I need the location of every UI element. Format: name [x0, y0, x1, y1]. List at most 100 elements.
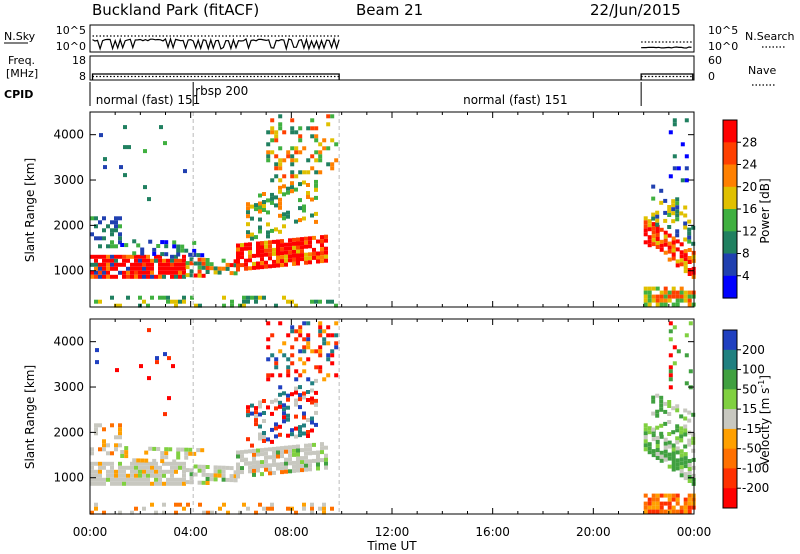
power-cell: [687, 268, 692, 272]
velocity-cell: [221, 477, 226, 482]
power-cell: [278, 229, 282, 234]
power-cell: [278, 162, 283, 167]
velocity-cell: [643, 505, 648, 510]
power-cell: [296, 245, 300, 250]
power-cell: [132, 251, 137, 256]
power-cell: [260, 253, 264, 258]
velocity-cell: [229, 478, 234, 483]
velocity-cell: [306, 377, 311, 382]
power-cell: [114, 216, 118, 221]
velocity-cell: [643, 447, 648, 452]
velocity-cell: [254, 406, 258, 411]
velocity-cell: [130, 461, 134, 466]
power-cell: [166, 266, 170, 271]
velocity-cell: [302, 391, 306, 396]
power-cell: [306, 183, 310, 187]
velocity-cell: [192, 451, 197, 456]
velocity-cell: [167, 396, 171, 401]
power-cell: [659, 243, 664, 248]
power-cell: [274, 134, 279, 139]
velocity-cell: [160, 451, 165, 456]
power-cell: [679, 298, 684, 303]
power-cell: [268, 248, 272, 253]
power-cell: [142, 274, 146, 279]
velocity-cell: [170, 465, 174, 470]
power-cell: [110, 274, 114, 279]
velocity-cell: [306, 321, 311, 326]
time-tick-label: 00:00: [73, 525, 108, 539]
velocity-cell: [182, 477, 186, 482]
power-cell: [236, 263, 240, 268]
velocity-cell: [246, 413, 250, 418]
power-cell: [671, 199, 676, 204]
power-cell: [322, 146, 327, 151]
velocity-cell: [679, 414, 684, 419]
velocity-cell: [150, 461, 154, 466]
velocity-cell: [280, 466, 284, 471]
velocity-cell: [667, 497, 672, 502]
power-cell: [298, 134, 303, 139]
power-cell: [118, 224, 122, 229]
velocity-cell: [668, 369, 673, 374]
velocity-cell: [675, 408, 680, 413]
power-cell: [320, 247, 324, 252]
power-cell: [276, 255, 280, 260]
power-cell: [663, 230, 668, 235]
power-cell: [330, 299, 334, 304]
power-cell: [254, 299, 258, 304]
velocity-cell: [98, 469, 102, 474]
velocity-cell: [276, 446, 280, 451]
power-cell: [162, 258, 166, 263]
velocity-cell: [655, 448, 660, 452]
velocity-cell: [278, 404, 282, 409]
velocity-cell: [252, 452, 256, 457]
power-cell: [274, 162, 279, 167]
power-cell: [286, 154, 291, 159]
velocity-cell: [659, 434, 664, 439]
power-cell: [192, 240, 197, 245]
power-cell: [675, 259, 680, 264]
power-cell: [264, 264, 268, 269]
power-cell: [304, 256, 308, 261]
power-cell: [238, 303, 242, 308]
velocity-cell: [270, 439, 274, 444]
power-cell: [248, 242, 252, 247]
velocity-cell: [322, 506, 326, 511]
velocity-cell: [178, 481, 182, 486]
velocity-cell: [90, 473, 94, 478]
velocity-cell: [294, 402, 298, 407]
velocity-cell: [308, 467, 312, 472]
velocity-data-marks: [90, 319, 696, 515]
velocity-cell: [655, 456, 660, 460]
velocity-cell: [282, 415, 286, 420]
velocity-cell: [94, 481, 98, 486]
velocity-cell: [115, 368, 119, 373]
power-cell: [691, 241, 696, 246]
velocity-cell: [306, 337, 311, 342]
power-cell: [298, 126, 303, 131]
velocity-cell: [314, 422, 318, 427]
velocity-cell: [197, 468, 202, 473]
power-cell: [142, 299, 146, 304]
power-cell: [178, 258, 182, 263]
power-cell: [126, 274, 130, 279]
power-cell: [154, 254, 158, 259]
velocity-cell: [671, 459, 676, 464]
velocity-cell: [174, 502, 178, 507]
power-cell: [258, 217, 262, 222]
velocity-cell: [324, 461, 328, 466]
power-cell: [691, 225, 696, 230]
velocity-cell: [684, 381, 689, 386]
power-cell: [246, 202, 250, 207]
power-cell: [166, 299, 170, 304]
velocity-cell: [306, 434, 310, 438]
velocity-cell: [647, 497, 652, 502]
velocity-cell: [296, 460, 300, 465]
power-cell: [189, 273, 194, 278]
velocity-cell: [147, 328, 151, 333]
power-cell: [274, 154, 279, 159]
power-cell: [280, 239, 284, 244]
power-cell: [166, 262, 170, 267]
power-cell: [310, 118, 315, 123]
power-cell: [236, 259, 240, 264]
